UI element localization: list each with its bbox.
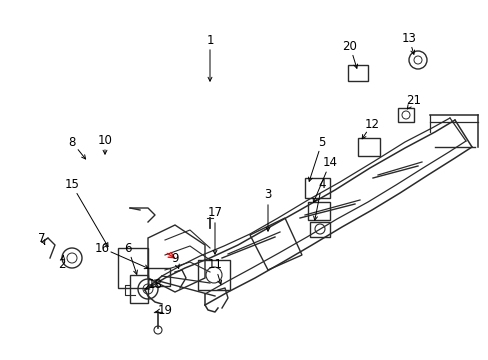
Bar bbox=[357, 138, 379, 156]
Text: 2: 2 bbox=[58, 258, 65, 271]
Text: 10: 10 bbox=[98, 134, 112, 147]
Text: 4: 4 bbox=[318, 177, 325, 190]
Text: 3: 3 bbox=[264, 189, 271, 202]
Text: 16: 16 bbox=[94, 242, 109, 255]
Text: 19: 19 bbox=[157, 303, 172, 316]
Bar bbox=[305, 178, 329, 198]
Text: 11: 11 bbox=[207, 258, 222, 271]
Bar bbox=[307, 202, 329, 220]
Text: 6: 6 bbox=[124, 242, 131, 255]
Text: 5: 5 bbox=[318, 135, 325, 148]
Text: 14: 14 bbox=[322, 157, 337, 170]
Text: 13: 13 bbox=[401, 31, 416, 45]
Text: 1: 1 bbox=[206, 33, 213, 46]
Bar bbox=[118, 248, 148, 288]
Bar bbox=[198, 260, 229, 290]
Text: 20: 20 bbox=[342, 40, 357, 53]
Text: 8: 8 bbox=[68, 135, 76, 148]
Text: 12: 12 bbox=[364, 117, 379, 130]
Text: 18: 18 bbox=[147, 279, 162, 292]
Text: 7: 7 bbox=[38, 231, 46, 244]
Bar bbox=[347, 65, 367, 81]
Text: 21: 21 bbox=[406, 94, 421, 107]
Text: 17: 17 bbox=[207, 207, 222, 220]
Bar bbox=[148, 268, 170, 286]
Bar bbox=[130, 275, 148, 303]
Text: 9: 9 bbox=[171, 252, 179, 265]
Bar bbox=[397, 108, 413, 122]
Text: 15: 15 bbox=[64, 179, 79, 192]
Bar bbox=[309, 222, 329, 237]
